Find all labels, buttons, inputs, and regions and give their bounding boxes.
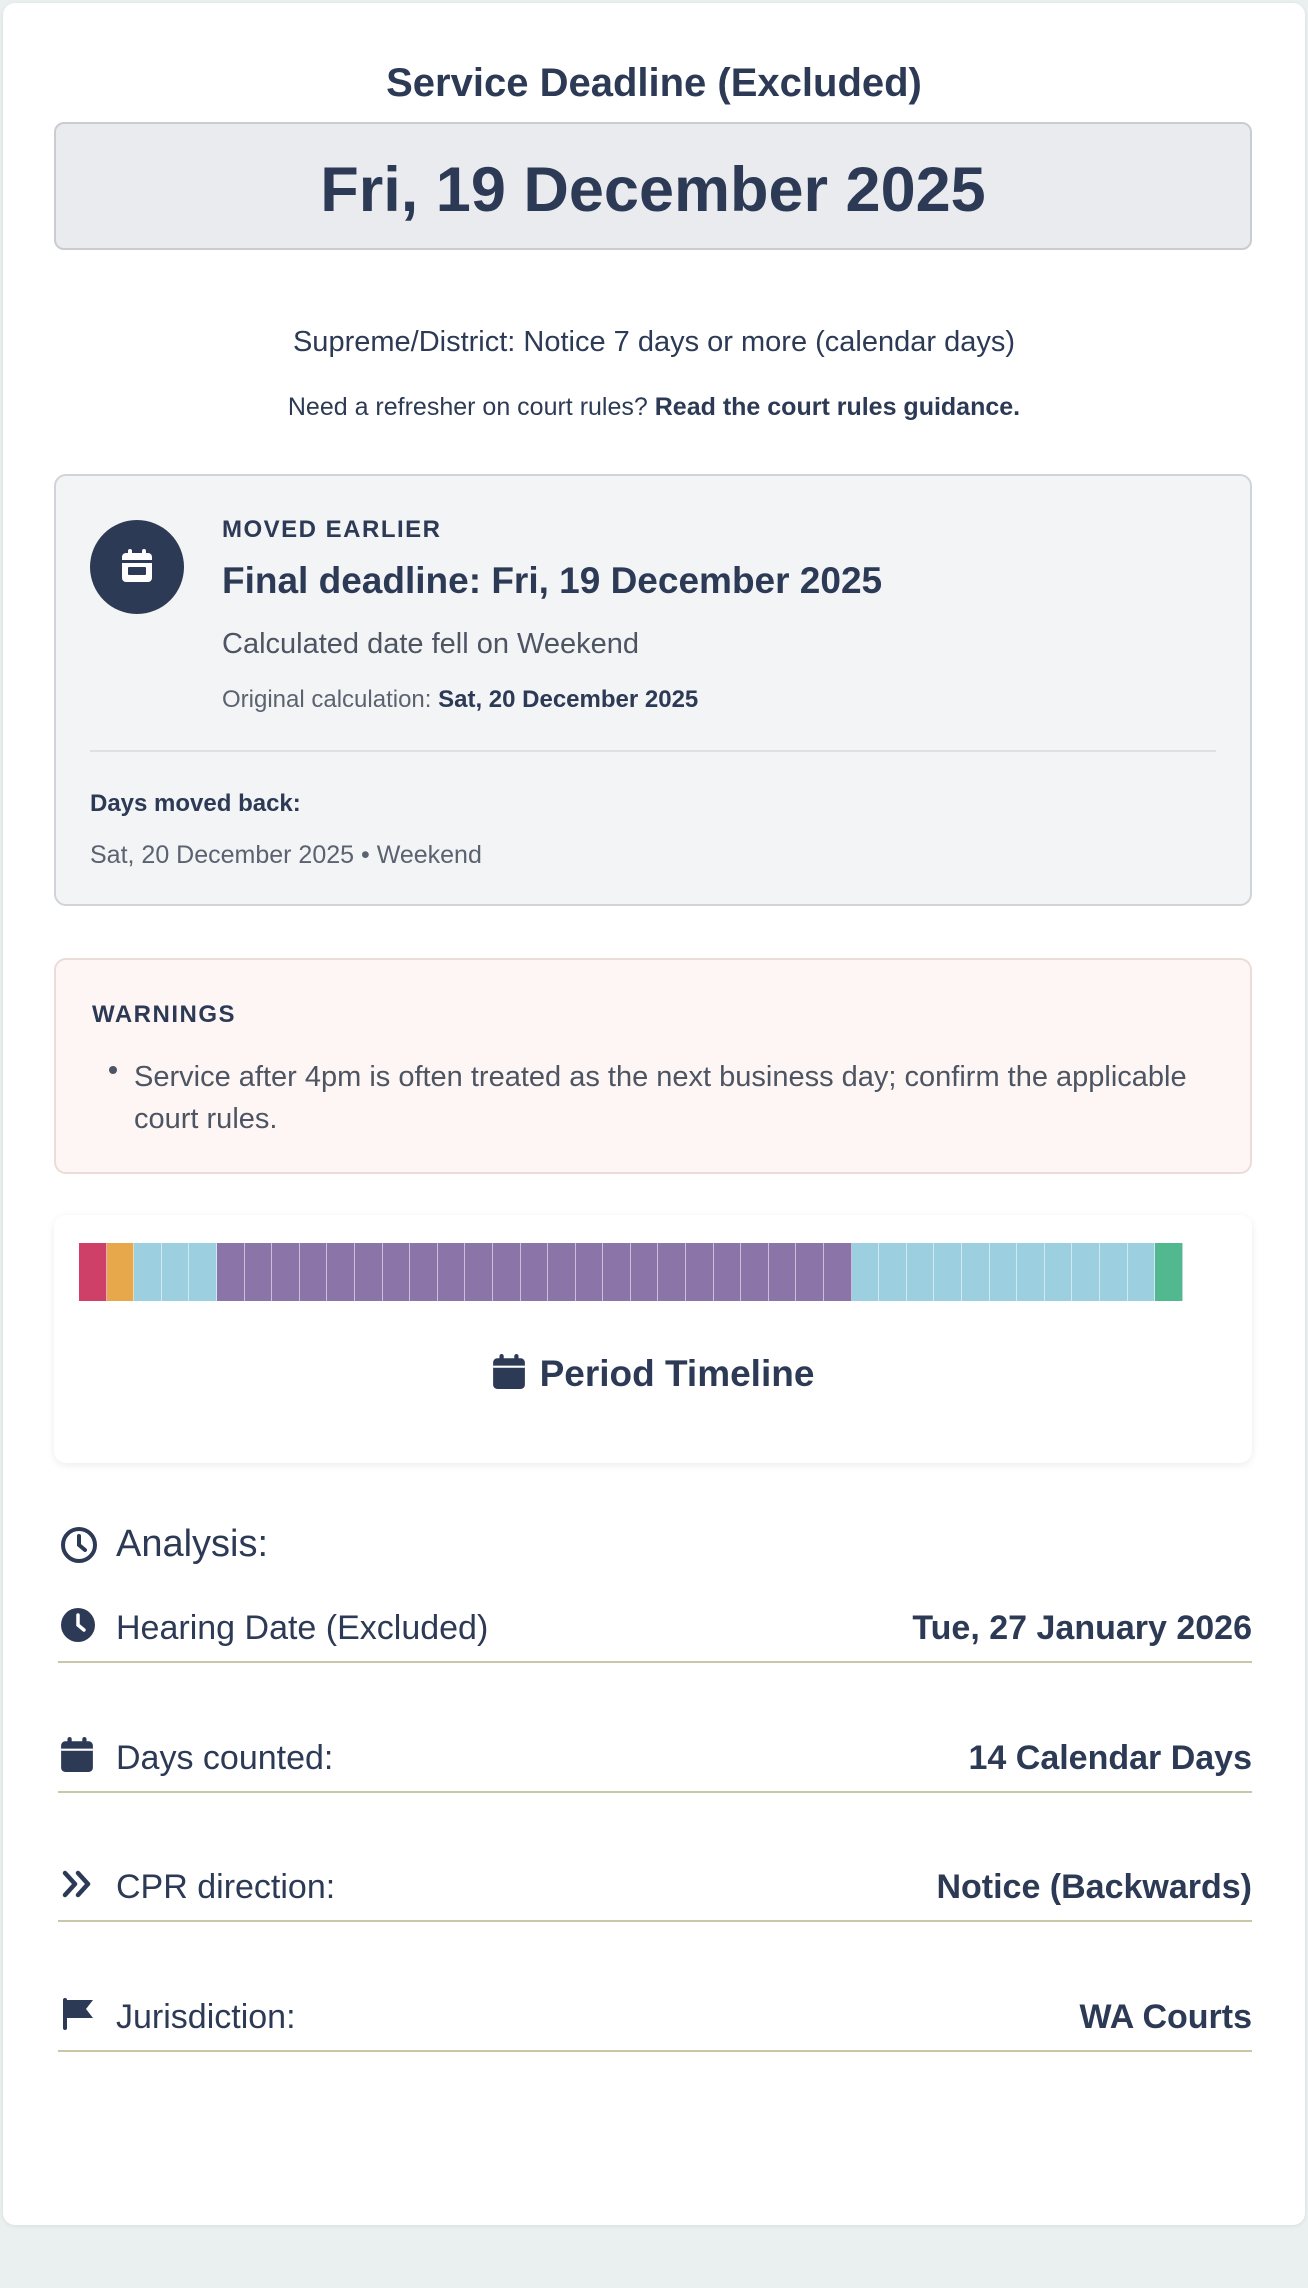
timeline-day-excluded [327, 1243, 355, 1301]
calendar-icon [61, 1737, 93, 1772]
timeline-title: Period Timeline [54, 1353, 1252, 1395]
timeline-day-excluded [603, 1243, 631, 1301]
analysis-row-jurisdiction: Jurisdiction: WA Courts [58, 1990, 1252, 2052]
timeline-day-calendar [879, 1243, 907, 1301]
timeline-day-calendar [161, 1243, 190, 1301]
panel-divider [90, 750, 1216, 752]
moved-earlier-panel: MOVED EARLIER Final deadline: Fri, 19 De… [54, 474, 1252, 906]
original-calculation: Original calculation: Sat, 20 December 2… [222, 686, 698, 714]
timeline-day-excluded [382, 1243, 411, 1301]
court-rules-guidance-link[interactable]: Read the court rules guidance. [654, 393, 1021, 421]
timeline-day-excluded [272, 1243, 300, 1301]
timeline-day-excluded [796, 1243, 825, 1301]
analysis-row-value: WA Courts [1079, 1998, 1252, 2036]
timeline-day-calendar [189, 1243, 217, 1301]
timeline-day-calendar [1072, 1243, 1100, 1301]
deadline-date: Fri, 19 December 2025 [320, 155, 986, 225]
timeline-day-calendar [989, 1243, 1018, 1301]
timeline-day-excluded [575, 1243, 604, 1301]
analysis-row-label: Days counted: [116, 1739, 334, 1777]
timeline-day-calendar [1099, 1243, 1128, 1301]
days-moved-value: Sat, 20 December 2025 • Weekend [90, 841, 482, 869]
timeline-day-excluded [465, 1243, 493, 1301]
moved-icon-badge [90, 520, 184, 614]
timeline-day-calendar [1017, 1243, 1045, 1301]
timeline-day-calendar [851, 1243, 880, 1301]
timeline-day-calendar [134, 1243, 162, 1301]
double-chevron-right-icon [62, 1870, 91, 1898]
warnings-panel: WARNINGS Service after 4pm is often trea… [54, 958, 1252, 1174]
timeline-day-end [1155, 1243, 1183, 1301]
original-calculation-label: Original calculation: [222, 686, 432, 713]
timeline-title-text: Period Timeline [539, 1353, 815, 1394]
timeline-day-excluded [630, 1243, 659, 1301]
calendar-icon [122, 549, 152, 582]
timeline-day-excluded [354, 1243, 383, 1301]
timeline-day-excluded [741, 1243, 769, 1301]
deadline-box: Fri, 19 December 2025 [54, 122, 1252, 250]
calendar-icon [492, 1354, 525, 1389]
analysis-title: Analysis: [116, 1523, 269, 1565]
timeline-day-excluded [244, 1243, 273, 1301]
analysis-row-value: Notice (Backwards) [936, 1868, 1252, 1906]
timeline-day-excluded [768, 1243, 797, 1301]
refresher-line: Need a refresher on court rules? Read th… [3, 393, 1305, 422]
warnings-kicker: WARNINGS [92, 1001, 236, 1028]
warning-item: Service after 4pm is often treated as th… [134, 1061, 1187, 1135]
timeline-day-start [79, 1243, 107, 1301]
clock-icon [61, 1527, 97, 1563]
analysis-row-value: 14 Calendar Days [968, 1739, 1253, 1777]
timeline-day-excluded [492, 1243, 521, 1301]
rule-description: Supreme/District: Notice 7 days or more … [292, 326, 1016, 358]
timeline-day-calendar [962, 1243, 990, 1301]
timeline-day-excluded [437, 1243, 466, 1301]
analysis-row-value: Tue, 27 January 2026 [912, 1609, 1252, 1647]
analysis-row-label: Hearing Date (Excluded) [116, 1609, 489, 1647]
days-moved-label: Days moved back: [90, 790, 301, 817]
timeline-day-moved [106, 1243, 135, 1301]
warning-bullet [109, 1066, 117, 1074]
original-calculation-value: Sat, 20 December 2025 [438, 686, 699, 713]
timeline-day-calendar [1044, 1243, 1073, 1301]
moved-kicker: MOVED EARLIER [222, 516, 442, 543]
timeline-day-excluded [548, 1243, 576, 1301]
timeline-day-excluded [658, 1243, 687, 1301]
moved-reason: Calculated date fell on Weekend [222, 628, 640, 660]
timeline-day-excluded [686, 1243, 714, 1301]
timeline-day-calendar [906, 1243, 935, 1301]
analysis-row-label: Jurisdiction: [116, 1998, 296, 2036]
timeline-day-excluded [410, 1243, 438, 1301]
period-timeline: Period Timeline [54, 1215, 1252, 1463]
analysis-row-days-counted: Days counted: 14 Calendar Days [58, 1731, 1252, 1793]
results-card: Service Deadline (Excluded) Fri, 19 Dece… [3, 3, 1305, 2225]
timeline-day-excluded [216, 1243, 245, 1301]
timeline-day-excluded [520, 1243, 549, 1301]
timeline-day-excluded [299, 1243, 328, 1301]
clock-icon [61, 1608, 95, 1642]
timeline-day-calendar [934, 1243, 962, 1301]
timeline-day-calendar [1127, 1243, 1156, 1301]
timeline-strip [79, 1243, 1183, 1301]
analysis-row-hearing-date: Hearing Date (Excluded) Tue, 27 January … [58, 1601, 1252, 1663]
analysis-row-cpr-direction: CPR direction: Notice (Backwards) [58, 1860, 1252, 1922]
refresher-prefix: Need a refresher on court rules? [287, 393, 648, 421]
analysis-row-label: CPR direction: [116, 1868, 336, 1906]
final-deadline: Final deadline: Fri, 19 December 2025 [222, 560, 883, 601]
timeline-day-excluded [713, 1243, 742, 1301]
flag-icon [63, 1998, 93, 2030]
timeline-day-excluded [824, 1243, 852, 1301]
page-title: Service Deadline (Excluded) [386, 61, 922, 105]
